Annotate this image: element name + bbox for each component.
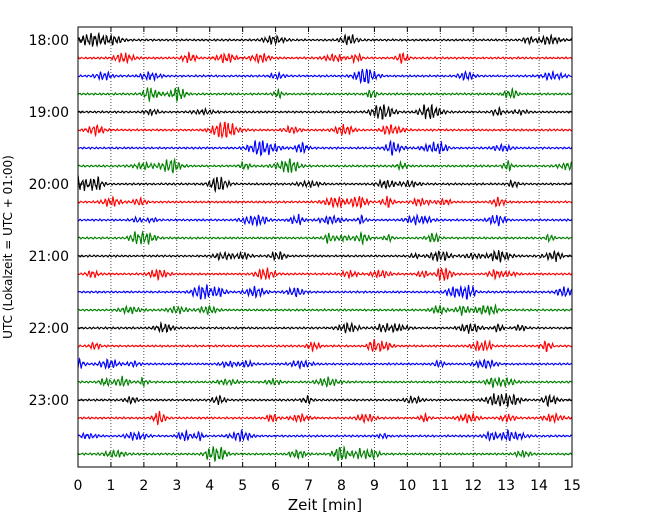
trace-line — [77, 339, 573, 353]
trace-line — [77, 267, 573, 282]
y-tick-label: 19:00 — [29, 105, 69, 121]
x-tick-label: 3 — [172, 478, 181, 494]
trace-line — [77, 303, 573, 316]
trace-line — [77, 213, 573, 228]
trace-line — [77, 139, 573, 158]
trace-line — [77, 51, 573, 65]
trace-line — [77, 284, 573, 300]
x-axis: 0 1 2 3 4 5 6 7 8 9 10 11 12 13 14 15 — [74, 27, 581, 494]
x-tick-label: 7 — [304, 478, 313, 494]
x-tick-label: 15 — [563, 478, 581, 494]
y-axis-label: UTC (Lokalzeit = UTC + 01:00) — [1, 155, 15, 339]
x-tick-label: 14 — [530, 478, 548, 494]
x-tick-label: 8 — [337, 478, 346, 494]
x-axis-label: Zeit [min] — [288, 496, 362, 514]
trace-line — [77, 445, 573, 463]
trace-line — [77, 68, 573, 85]
trace-line — [77, 249, 573, 264]
x-tick-label: 13 — [497, 478, 515, 494]
y-tick-label: 23:00 — [29, 393, 69, 409]
trace-line — [77, 121, 573, 139]
x-tick-label: 5 — [238, 478, 247, 494]
trace-line — [77, 31, 573, 48]
trace-line — [77, 375, 573, 389]
y-axis: 18:00 19:00 20:00 21:00 22:00 23:00 — [29, 33, 572, 409]
x-tick-label: 11 — [431, 478, 449, 494]
vertical-grid-lines — [110, 27, 540, 467]
trace-line — [77, 428, 573, 443]
y-tick-label: 20:00 — [29, 177, 69, 193]
x-tick-label: 0 — [74, 478, 83, 494]
trace-line — [77, 175, 573, 194]
plot-frame — [77, 26, 573, 468]
x-tick-label: 10 — [398, 478, 416, 494]
trace-line — [77, 103, 573, 120]
trace-line — [77, 157, 573, 174]
y-tick-label: 21:00 — [29, 249, 69, 265]
trace-line — [77, 410, 573, 426]
trace-line — [77, 393, 573, 409]
trace-line — [77, 195, 573, 210]
trace-line — [77, 230, 573, 246]
x-tick-label: 2 — [139, 478, 148, 494]
x-tick-label: 1 — [106, 478, 115, 494]
x-tick-label: 12 — [464, 478, 482, 494]
trace-line — [77, 86, 573, 103]
seismic-traces — [77, 31, 573, 463]
trace-line — [77, 357, 573, 370]
x-tick-label: 4 — [205, 478, 214, 494]
y-tick-label: 22:00 — [29, 321, 69, 337]
trace-line — [77, 321, 573, 334]
x-tick-label: 6 — [271, 478, 280, 494]
y-tick-label: 18:00 — [29, 33, 69, 49]
x-tick-label: 9 — [370, 478, 379, 494]
